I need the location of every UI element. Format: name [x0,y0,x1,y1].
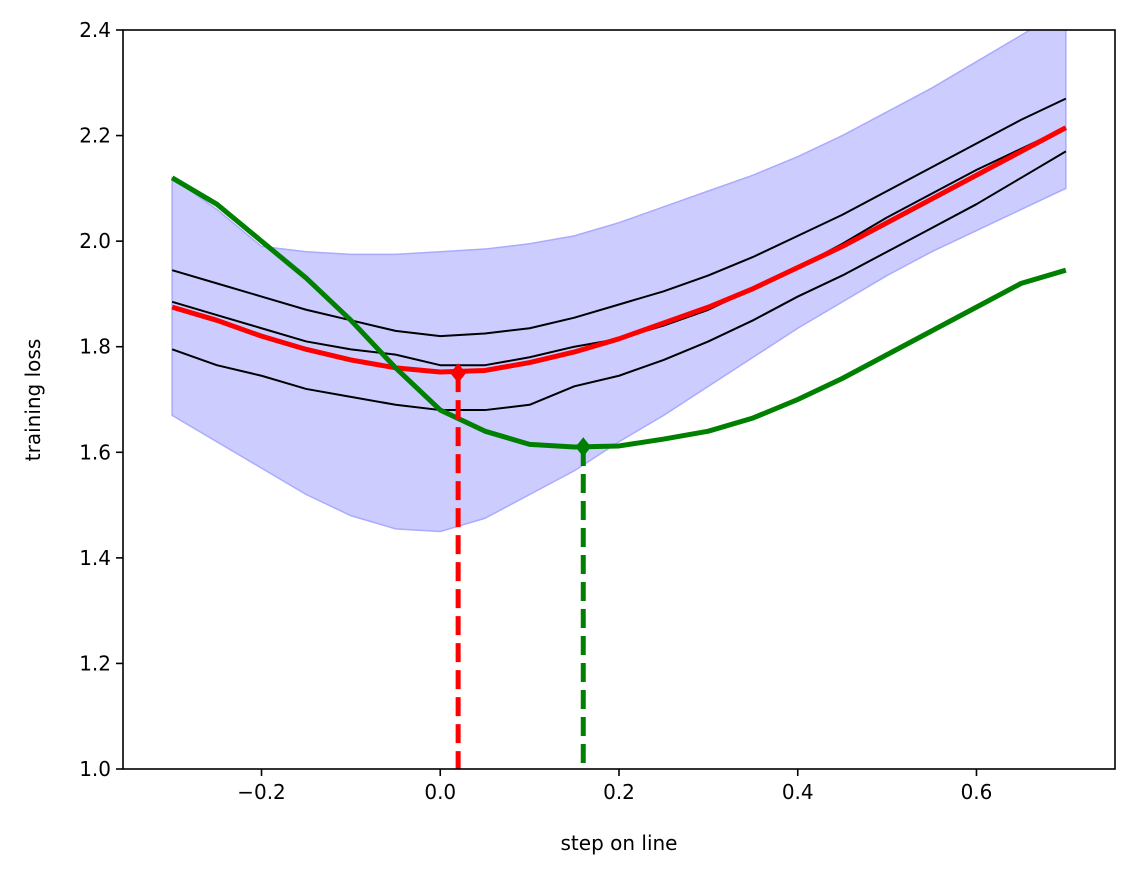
y-tick-label: 1.2 [79,651,111,675]
y-tick-label: 2.2 [79,124,111,148]
x-axis-label: step on line [561,831,678,855]
band-fill [171,30,1067,533]
y-axis-label: training loss [21,339,45,461]
x-tick-label: −0.2 [237,780,286,804]
series-line-5 [170,175,1067,450]
plot-area [170,30,1068,769]
y-tick-label: 1.6 [79,440,111,464]
series-line-3 [171,150,1067,412]
y-tick-label: 1.8 [79,335,111,359]
series-line-4 [171,125,1068,375]
x-tick-label: 0.2 [603,780,635,804]
x-tick-label: 0.0 [424,780,456,804]
mean-fit-minimum-marker [450,363,466,383]
full-batch-minimum-marker [575,437,592,457]
series-line-1 [171,97,1067,338]
y-tick-label: 1.0 [79,757,111,781]
y-axis: 1.0 1.2 1.4 1.6 1.8 2.0 2.2 2.4 [79,18,123,781]
y-tick-label: 1.4 [79,546,111,570]
x-tick-label: 0.6 [961,780,993,804]
y-tick-label: 2.4 [79,18,111,42]
y-tick-label: 2.0 [79,229,111,253]
x-tick-label: 0.4 [782,780,814,804]
x-axis: −0.2 0.0 0.2 0.4 0.6 [237,769,992,804]
